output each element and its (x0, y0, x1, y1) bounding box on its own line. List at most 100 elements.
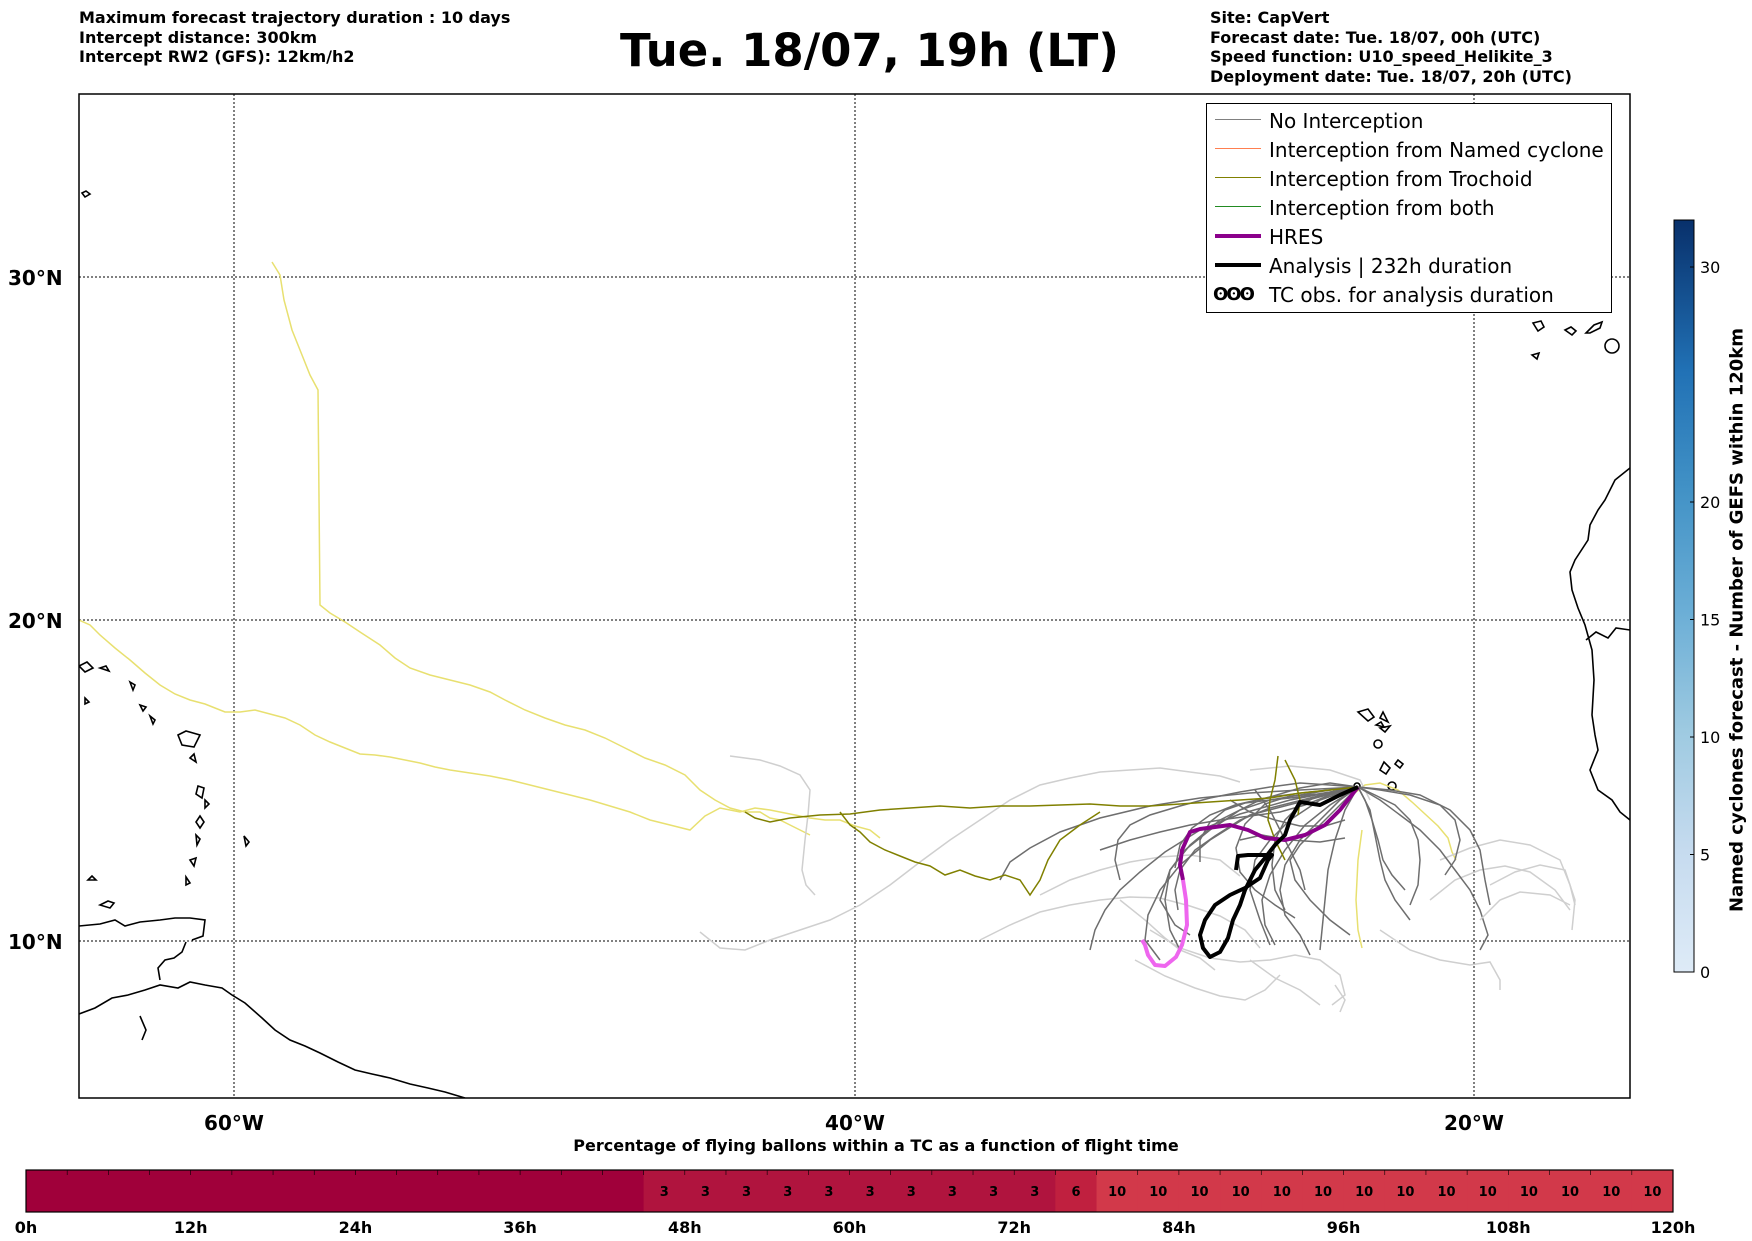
time-bar-label: 84h (1162, 1218, 1196, 1237)
lat-label-20: 20°N (8, 609, 63, 633)
header-left-info: Maximum forecast trajectory duration : 1… (79, 8, 510, 67)
lightgray-east (1479, 864, 1576, 931)
colorbar-tick-label: 20 (1700, 493, 1720, 512)
time-bar-cell-value: 10 (1561, 1185, 1579, 1200)
olive-traj-south (839, 811, 1101, 897)
time-bar-cell-value: 10 (1232, 1185, 1250, 1200)
legend-line-analysis (1215, 263, 1261, 267)
time-bar-cell-value: 3 (948, 1185, 957, 1200)
time-bar-label: 108h (1486, 1218, 1531, 1237)
time-bar-cell-value: 3 (701, 1185, 710, 1200)
time-bar-cell (231, 1170, 274, 1212)
colorbar-title: Named cyclones forecast - Number of GEFS… (1726, 327, 1748, 913)
time-bar-cell (1590, 1170, 1633, 1212)
time-bar-cell (1220, 1170, 1262, 1212)
time-bar-cell-value: 3 (989, 1185, 998, 1200)
time-bar-cell (149, 1170, 192, 1212)
time-bar-cell (1467, 1170, 1509, 1212)
time-bar-cell (355, 1170, 398, 1212)
yellow-traj-north (271, 261, 811, 836)
time-bar-cell-value: 3 (660, 1185, 669, 1200)
time-bar-label: 60h (833, 1218, 867, 1237)
legend-label-both: Interception from both (1269, 196, 1495, 220)
olive-trajectories (744, 755, 1359, 897)
tc-obs-symbol-icon: ʘʘʘ (1213, 284, 1255, 305)
coast-lesser-antilles (139, 941, 187, 1041)
legend-line-hres (1215, 234, 1261, 238)
time-bar-cell (1137, 1170, 1180, 1212)
coast-venezuela-gulf (79, 917, 206, 941)
legend-label-no-interception: No Interception (1269, 109, 1424, 133)
time-bar-cell-value: 10 (1643, 1185, 1661, 1200)
time-bar-cell (396, 1170, 439, 1212)
legend-line-trochoid (1215, 177, 1261, 178)
hres-trajectory (1178, 785, 1360, 881)
legend-item-named-cyclone: Interception from Named cyclone (1207, 135, 1611, 163)
lat-label-10: 10°N (8, 930, 63, 954)
time-bar-cell (684, 1170, 727, 1212)
time-bar-cell-value: 3 (824, 1185, 833, 1200)
time-bar-cell (1508, 1170, 1550, 1212)
colorbar-tick-label: 10 (1700, 728, 1720, 747)
time-bar-cell (437, 1170, 480, 1212)
colorbar-tick-label: 15 (1700, 611, 1720, 630)
legend-label-trochoid: Interception from Trochoid (1269, 167, 1533, 191)
lon-label-60: 60°W (204, 1111, 264, 1135)
time-bar-cell (931, 1170, 974, 1212)
legend-item-trochoid: Interception from Trochoid (1207, 164, 1611, 192)
colorbar-gradient (1673, 219, 1695, 973)
time-bar-cell (1055, 1170, 1098, 1212)
time-bar-cell (643, 1170, 686, 1212)
legend-item-no-interception: No Interception (1207, 106, 1611, 134)
time-bar-cell (767, 1170, 809, 1212)
legend-item-analysis: Analysis | 232h duration (1207, 251, 1611, 279)
cape-verde-islands (1353, 708, 1405, 791)
time-bar-cell (973, 1170, 1015, 1212)
legend-item-hres: HRES (1207, 222, 1611, 250)
deployment-date-text: Deployment date: Tue. 18/07, 20h (UTC) (1210, 66, 1572, 86)
yellow-traj-east (1351, 782, 1457, 861)
legend-label-tc-obs: TC obs. for analysis duration (1269, 283, 1554, 307)
time-bar: 3 3 3 3 3 3 3 3 3 3 6 10 10 10 10 10 10 10 10 10 10 10 10 10 10 … (15, 1169, 1696, 1237)
time-bar-cell-value: 10 (1108, 1185, 1126, 1200)
coast-west-africa-bay (1585, 627, 1630, 641)
lat-label-30: 30°N (8, 266, 63, 290)
colorbar-tick-label: 5 (1700, 846, 1710, 865)
time-bar-cell (1549, 1170, 1592, 1212)
time-bar-cell (1425, 1170, 1468, 1212)
page-title: Tue. 18/07, 19h (LT) (620, 24, 1119, 77)
legend-label-analysis: Analysis | 232h duration (1269, 254, 1513, 278)
site-text: Site: CapVert (1210, 8, 1330, 27)
legend-line-no-interception (1215, 119, 1261, 120)
max-duration-text: Maximum forecast trajectory duration : 1… (79, 8, 511, 27)
time-bar-title: Percentage of flying ballons within a TC… (573, 1136, 1179, 1155)
time-bar-cell-value: 3 (907, 1185, 916, 1200)
time-bar-label: 120h (1651, 1218, 1696, 1237)
legend-item-tc-obs: ʘʘʘ TC obs. for analysis duration (1207, 280, 1611, 308)
time-bar-cell-value: 3 (742, 1185, 751, 1200)
time-bar-label: 12h (174, 1218, 208, 1237)
time-bar-cell-value: 10 (1149, 1185, 1167, 1200)
time-bar-cell (1631, 1170, 1674, 1212)
time-bar-cell (1343, 1170, 1386, 1212)
legend-line-both (1215, 206, 1261, 207)
time-bar-cell (849, 1170, 892, 1212)
time-bar-cell (108, 1170, 151, 1212)
time-bar-cell-value: 10 (1437, 1185, 1455, 1200)
time-bar-cell (725, 1170, 768, 1212)
time-bar-cell-value: 10 (1520, 1185, 1538, 1200)
time-bar-cell (1096, 1170, 1139, 1212)
time-bar-cell (314, 1170, 356, 1212)
west-indies-top (80, 190, 92, 199)
legend-label-named-cyclone: Interception from Named cyclone (1269, 138, 1604, 162)
time-bar-cell-value: 3 (1030, 1185, 1039, 1200)
time-bar-cell (1261, 1170, 1303, 1212)
time-bar-cell (602, 1170, 645, 1212)
time-bar-cell (1178, 1170, 1221, 1212)
forecast-date-text: Forecast date: Tue. 18/07, 00h (UTC) (1210, 27, 1541, 47)
time-bar-frame (25, 1169, 1674, 1213)
gray-trajectories (999, 782, 1491, 961)
time-bar-cell (1014, 1170, 1056, 1212)
time-bar-label: 96h (1327, 1218, 1361, 1237)
